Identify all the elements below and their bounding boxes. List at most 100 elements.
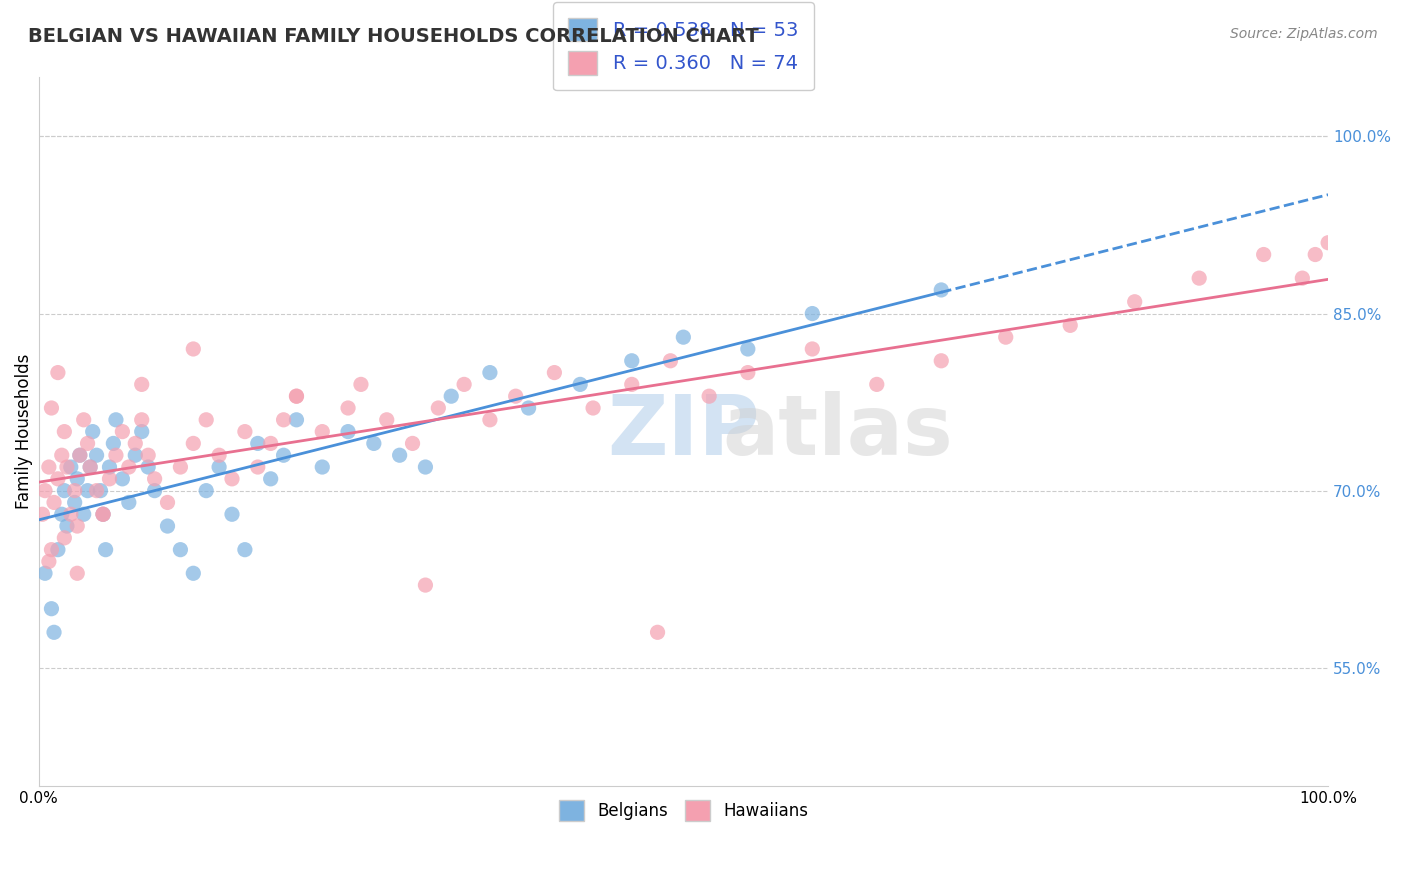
Point [737, 366, 759, 380]
Point [363, 436, 385, 450]
Point [415, 460, 437, 475]
Point [86, 448, 108, 462]
Point [59, 508, 82, 522]
Point [46, 366, 69, 380]
Point [273, 448, 295, 462]
Point [195, 413, 218, 427]
Point [543, 366, 565, 380]
Point [66, 519, 89, 533]
Point [337, 401, 360, 415]
Point [453, 377, 475, 392]
Point [273, 413, 295, 427]
Point [136, 448, 159, 462]
Point [582, 401, 605, 415]
Point [221, 472, 243, 486]
Point [697, 389, 720, 403]
Point [66, 472, 89, 486]
Point [620, 377, 643, 392]
Point [76, 436, 98, 450]
Point [53, 425, 76, 439]
Point [41, 401, 63, 415]
Point [56, 519, 79, 533]
Point [156, 519, 179, 533]
Point [929, 283, 952, 297]
Point [34, 483, 56, 498]
Point [103, 436, 125, 450]
Point [46, 472, 69, 486]
Point [1059, 318, 1081, 333]
Point [42, 625, 65, 640]
Point [124, 448, 146, 462]
Point [1303, 247, 1326, 261]
Point [69, 448, 91, 462]
Text: ZIP: ZIP [607, 391, 759, 472]
Point [111, 472, 134, 486]
Text: BELGIAN VS HAWAIIAN FAMILY HOUSEHOLDS CORRELATION CHART: BELGIAN VS HAWAIIAN FAMILY HOUSEHOLDS CO… [28, 27, 759, 45]
Point [866, 377, 889, 392]
Point [91, 508, 114, 522]
Point [285, 389, 308, 403]
Point [63, 483, 86, 498]
Point [82, 425, 104, 439]
Point [1123, 294, 1146, 309]
Point [427, 401, 450, 415]
Point [1188, 271, 1211, 285]
Point [73, 508, 96, 522]
Point [91, 508, 114, 522]
Point [260, 436, 283, 450]
Point [233, 425, 256, 439]
Point [195, 483, 218, 498]
Point [415, 578, 437, 592]
Point [388, 448, 411, 462]
Point [337, 425, 360, 439]
Point [246, 460, 269, 475]
Point [569, 377, 592, 392]
Point [233, 542, 256, 557]
Point [59, 460, 82, 475]
Point [801, 307, 824, 321]
Point [51, 508, 73, 522]
Point [208, 448, 231, 462]
Point [79, 460, 101, 475]
Point [672, 330, 695, 344]
Point [181, 342, 204, 356]
Point [51, 448, 73, 462]
Point [31, 508, 53, 522]
Point [91, 508, 114, 522]
Point [41, 542, 63, 557]
Point [311, 460, 333, 475]
Point [156, 495, 179, 509]
Point [737, 342, 759, 356]
Point [375, 413, 398, 427]
Point [63, 495, 86, 509]
Point [46, 542, 69, 557]
Point [34, 566, 56, 581]
Point [111, 425, 134, 439]
Point [38, 554, 60, 568]
Point [505, 389, 527, 403]
Point [440, 389, 463, 403]
Point [76, 483, 98, 498]
Y-axis label: Family Households: Family Households [15, 354, 32, 509]
Point [478, 413, 501, 427]
Point [66, 566, 89, 581]
Point [285, 413, 308, 427]
Point [169, 542, 191, 557]
Point [73, 413, 96, 427]
Point [86, 483, 108, 498]
Point [98, 460, 121, 475]
Point [517, 401, 540, 415]
Point [53, 531, 76, 545]
Point [131, 413, 153, 427]
Point [94, 542, 117, 557]
Point [801, 342, 824, 356]
Point [143, 483, 166, 498]
Point [620, 353, 643, 368]
Point [79, 460, 101, 475]
Point [1253, 247, 1275, 261]
Point [124, 436, 146, 450]
Point [136, 460, 159, 475]
Point [208, 460, 231, 475]
Point [994, 330, 1017, 344]
Text: atlas: atlas [723, 391, 953, 472]
